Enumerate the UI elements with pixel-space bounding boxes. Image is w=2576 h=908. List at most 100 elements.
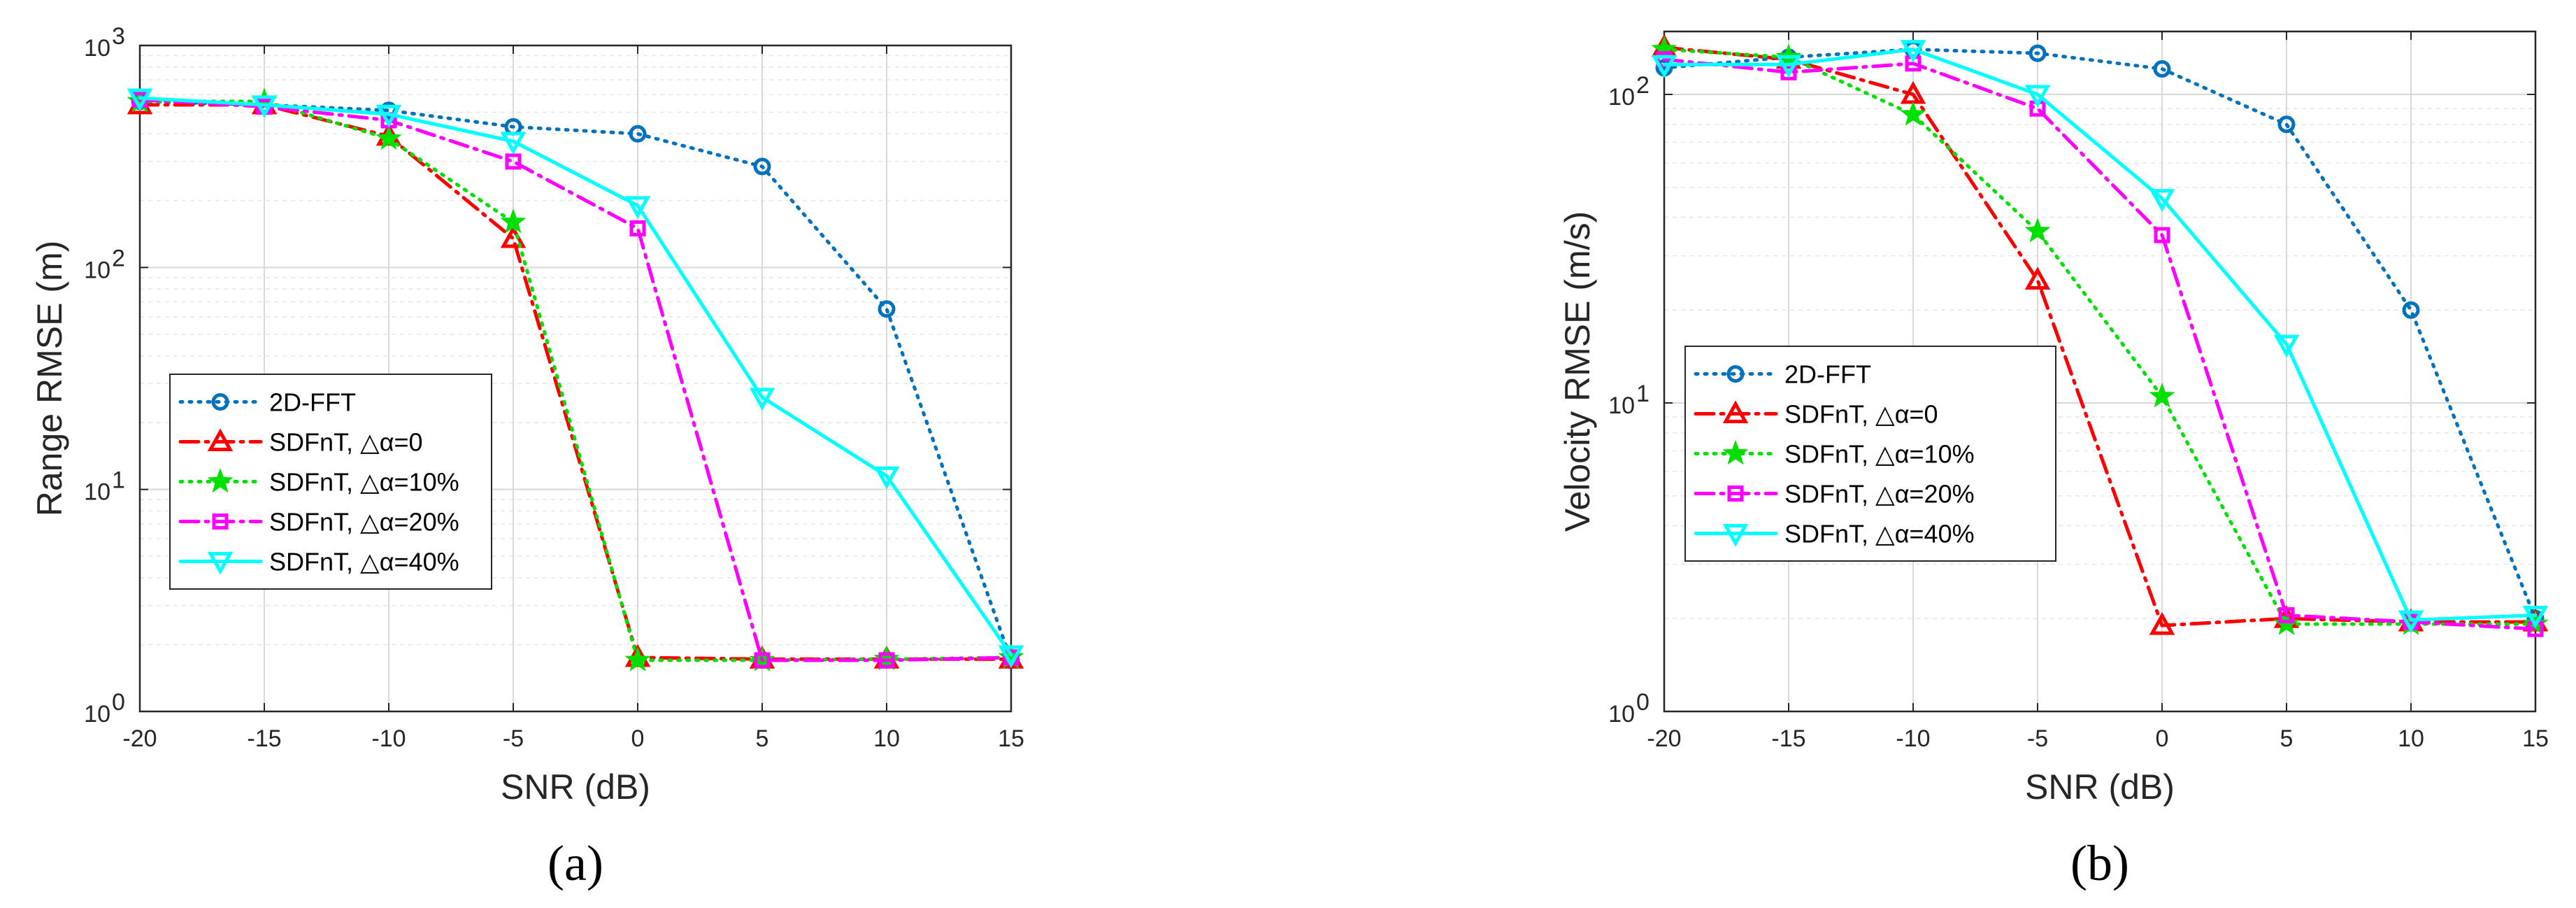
data-point [251,95,278,119]
x-tick-label: -20 [1647,725,1681,752]
legend-item: SDFnT, △α=40% [178,548,459,576]
data-point [505,153,522,170]
data-point [1651,55,1677,78]
data-point [2024,85,2051,108]
data-point [2024,267,2051,290]
legend-marker [1722,440,1749,465]
x-tick-label: -15 [247,725,281,752]
legend-item: SDFnT, △α=0 [1694,400,1938,429]
x-tick-label: 10 [2398,725,2424,752]
legend-label: SDFnT, △α=40% [269,548,459,576]
y-tick-base: 10 [84,701,110,728]
series-line [138,96,1013,657]
legend-item: 2D-FFT [1694,360,1871,389]
legend-marker [211,393,229,411]
data-point [2522,606,2549,629]
legend-label: SDFnT, △α=0 [269,428,423,457]
y-axis-label: Velocity RMSE (m/s) [1558,211,1597,532]
legend-label: SDFnT, △α=20% [1784,480,1975,509]
data-point [2028,44,2047,62]
series-line [1662,48,2538,626]
data-point [998,645,1024,669]
axes-box [1663,30,2537,713]
series-line [1662,57,2538,631]
data-point [2278,607,2295,624]
data-point [624,646,651,672]
legend-item: SDFnT, △α=20% [1694,480,1975,509]
legend-label: SDFnT, △α=20% [269,508,459,537]
axes-box [138,44,1012,713]
y-tick-exponent: 2 [1636,72,1650,99]
data-point [753,157,771,176]
legend-item: 2D-FFT [178,388,356,417]
legend-item: SDFnT, △α=10% [1694,440,1975,469]
y-tick-base: 10 [84,35,110,62]
panel-caption: (b) [2070,835,2129,891]
legend-marker [1722,524,1749,547]
data-point [500,132,527,155]
data-point [1900,40,1926,63]
series-group [1651,34,2549,637]
x-tick-label: 5 [2280,725,2294,752]
panel-caption: (a) [548,835,603,891]
data-point [629,125,647,143]
y-tick-exponent: 0 [112,689,125,716]
y-tick-base: 10 [1608,701,1635,728]
y-tick-exponent: 2 [112,245,125,271]
series-a40 [1651,40,2549,634]
series-line [1662,48,2538,622]
x-tick-label: 15 [998,725,1024,752]
x-tick-label: -5 [503,725,524,752]
legend-marker [1722,400,1749,423]
data-point [2402,301,2420,319]
y-tick-label: 10 2 [1608,72,1650,111]
legend: 2D-FFT SDFnT, △α=0 SDFnT, △α=10% SDFnT, △α=… [1684,346,2056,562]
x-tick-label: -10 [1896,725,1930,752]
y-tick-label: 10 0 [1608,689,1650,728]
legend-item: SDFnT, △α=20% [178,508,459,537]
y-tick-exponent: 1 [112,467,125,494]
series-line [1662,48,2538,620]
data-point [629,220,646,236]
data-point [500,208,527,234]
data-point [754,652,771,669]
legend-item: SDFnT, △α=10% [178,468,459,497]
data-point [127,88,153,112]
legend-item: SDFnT, △α=40% [1694,520,1975,548]
x-tick-label: -5 [2027,725,2048,752]
data-point [2024,218,2051,243]
data-point [624,196,651,219]
y-tick-base: 10 [1608,84,1635,111]
x-axis-label: SNR (dB) [2025,767,2175,807]
data-point [873,466,900,490]
x-tick-label: 5 [756,725,769,752]
y-tick-label: 10 0 [84,689,125,728]
legend-marker [207,428,234,451]
x-tick-label: 10 [873,725,900,752]
x-axis-label: SNR (dB) [501,767,650,807]
y-tick-exponent: 0 [1636,689,1650,716]
legend-label: SDFnT, △α=40% [1784,520,1975,548]
x-tick-label: -15 [1771,725,1805,752]
data-point [1775,55,1802,78]
legend-marker [207,552,234,575]
x-tick-label: -10 [371,725,406,752]
legend-marker [207,468,234,493]
legend-label: SDFnT, △α=0 [1784,400,1938,429]
legend-label: SDFnT, △α=10% [269,468,459,497]
data-point [375,104,402,128]
legend: 2D-FFT SDFnT, △α=0 SDFnT, △α=10% SDFnT, △α=… [169,374,492,590]
data-point [2273,334,2300,358]
legend-marker [212,513,229,530]
y-tick-base: 10 [1608,392,1635,419]
legend-label: SDFnT, △α=10% [1784,440,1975,469]
y-tick-base: 10 [84,479,110,506]
data-point [2149,611,2175,635]
series-group [127,87,1024,672]
y-tick-exponent: 1 [1636,381,1650,407]
data-point [878,300,896,318]
